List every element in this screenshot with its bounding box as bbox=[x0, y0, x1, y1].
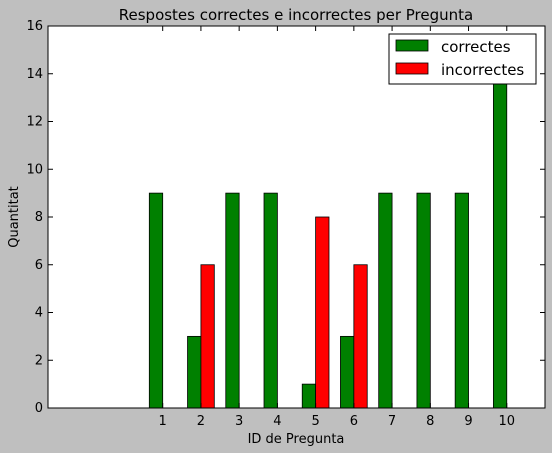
bar-correctes-1 bbox=[148, 192, 164, 409]
bar-correctes-8 bbox=[416, 192, 431, 409]
x-tick-label-1: 1 bbox=[159, 414, 167, 429]
y-tick-label-0: 0 bbox=[35, 401, 43, 416]
x-tick-label-7: 7 bbox=[388, 414, 396, 429]
bar-incorrectes-6 bbox=[353, 264, 368, 409]
y-tick-label-4: 4 bbox=[35, 306, 43, 321]
x-tick-label-3: 3 bbox=[235, 414, 243, 429]
bar-correctes-4 bbox=[263, 192, 278, 409]
bar-incorrectes-5 bbox=[315, 216, 330, 409]
bars-group bbox=[148, 73, 508, 409]
bar-correctes-2 bbox=[187, 335, 202, 409]
x-axis-label: ID de Pregunta bbox=[248, 432, 345, 447]
bar-correctes-5 bbox=[301, 383, 317, 409]
legend-swatch-correctes bbox=[395, 39, 429, 52]
legend: correctes incorrectes bbox=[388, 33, 537, 85]
bar-correctes-9 bbox=[454, 192, 469, 409]
bar-correctes-7 bbox=[378, 192, 393, 409]
bar-correctes-3 bbox=[225, 192, 240, 409]
y-axis-label: Quantitat bbox=[7, 186, 22, 248]
y-tick-label-2: 2 bbox=[35, 353, 43, 368]
y-tick-label-8: 8 bbox=[35, 210, 43, 225]
x-tick-label-10: 10 bbox=[498, 414, 515, 429]
x-tick-label-9: 9 bbox=[464, 414, 472, 429]
legend-label-correctes: correctes bbox=[441, 38, 511, 56]
bar-correctes-10 bbox=[492, 73, 508, 409]
plot-frame bbox=[47, 25, 546, 409]
legend-swatch-incorrectes bbox=[395, 62, 429, 75]
y-tick-label-16: 16 bbox=[26, 19, 43, 34]
chart-title: Respostes correctes e incorrectes per Pr… bbox=[119, 6, 473, 24]
x-tick-label-8: 8 bbox=[426, 414, 434, 429]
bar-correctes-6 bbox=[340, 335, 355, 409]
x-tick-label-6: 6 bbox=[350, 414, 358, 429]
bar-incorrectes-2 bbox=[200, 264, 215, 409]
y-tick-label-12: 12 bbox=[26, 115, 43, 130]
x-tick-label-4: 4 bbox=[273, 414, 281, 429]
y-tick-label-14: 14 bbox=[26, 67, 43, 82]
y-tick-label-6: 6 bbox=[35, 258, 43, 273]
x-tick-label-5: 5 bbox=[311, 414, 319, 429]
x-tick-label-2: 2 bbox=[197, 414, 205, 429]
legend-label-incorrectes: incorrectes bbox=[441, 61, 524, 79]
y-tick-label-10: 10 bbox=[26, 162, 43, 177]
